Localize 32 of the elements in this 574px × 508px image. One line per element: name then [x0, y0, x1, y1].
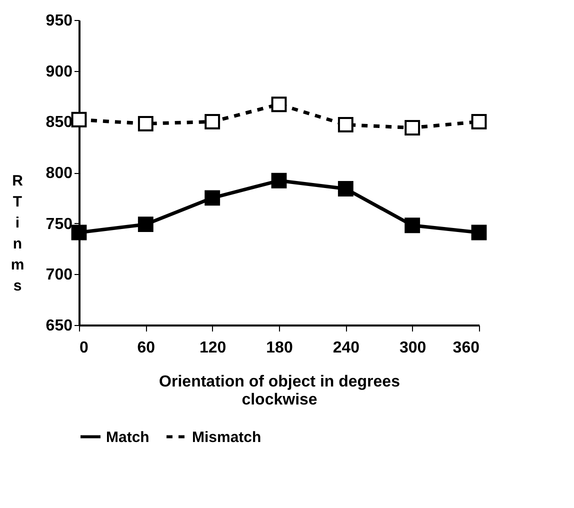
point	[471, 114, 487, 130]
y-tick-label: 950	[46, 12, 73, 30]
point	[138, 116, 154, 132]
point	[404, 218, 420, 234]
point	[271, 172, 287, 188]
point	[404, 120, 420, 136]
x-tick-label: 180	[266, 340, 293, 356]
point	[138, 216, 154, 232]
y-tick-label: 800	[46, 165, 73, 182]
point	[204, 114, 220, 130]
y-tick-label: 900	[46, 63, 73, 80]
point	[271, 96, 287, 112]
x-tick-label: 240	[332, 340, 360, 356]
x-tick-label: 300	[399, 340, 426, 356]
x-tick-label: 360	[452, 340, 480, 356]
point	[338, 117, 354, 132]
y-tick-label: 700	[46, 266, 73, 284]
legend-label: Match	[106, 428, 150, 446]
point	[338, 181, 354, 196]
point	[204, 190, 220, 206]
x-tick-label: 0	[80, 340, 88, 356]
legend-label: Mismatch	[192, 428, 262, 446]
point	[471, 224, 487, 240]
y-tick-label: 750	[46, 216, 73, 233]
point	[71, 224, 87, 240]
y-tick-label: 650	[46, 318, 73, 334]
y-tick-label: 850	[46, 114, 73, 132]
y-axis-title: RT in ms	[10, 172, 24, 294]
x-axis-title: Orientation of object in degrees clockwise	[159, 374, 400, 408]
x-tick-label: 60	[137, 340, 156, 356]
x-tick-label: 120	[199, 340, 226, 356]
point	[71, 112, 87, 128]
